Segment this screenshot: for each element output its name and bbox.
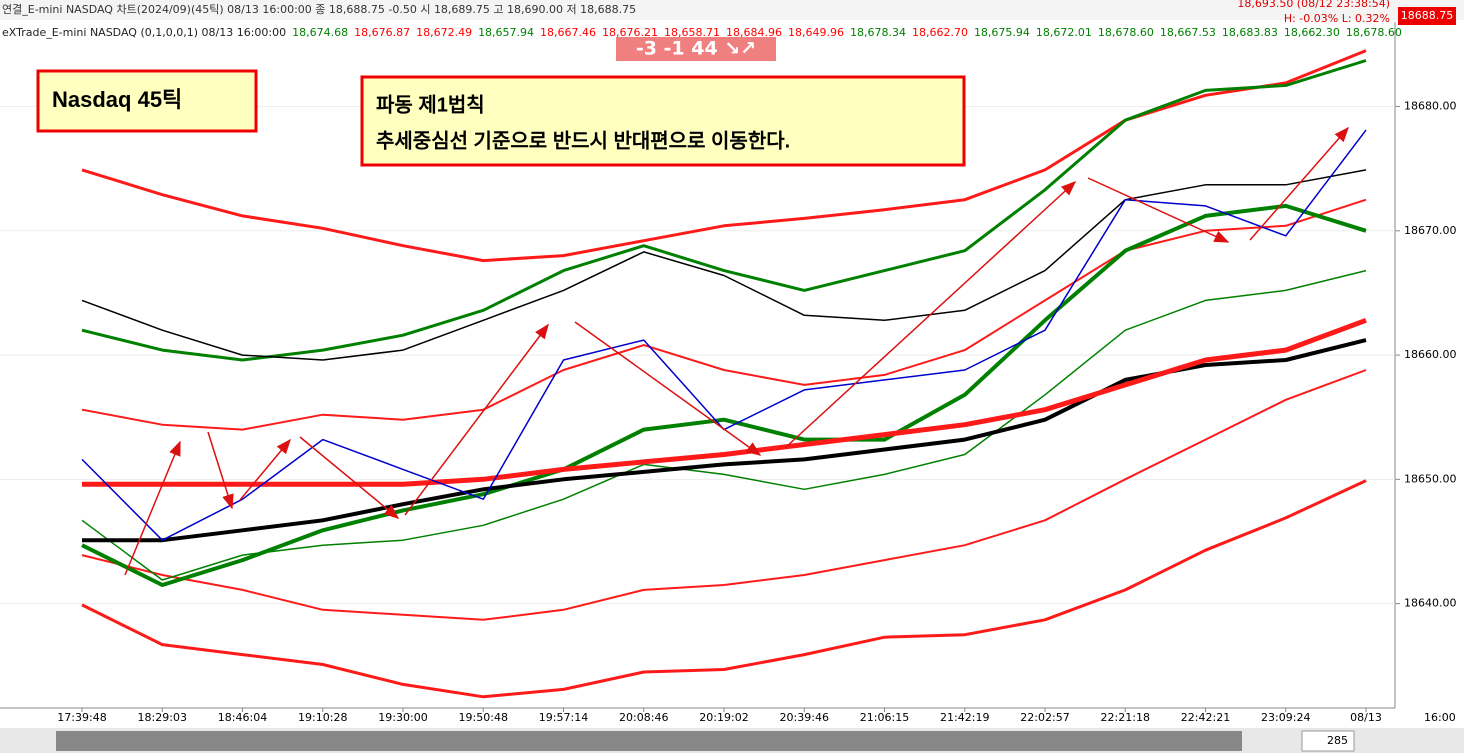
plot xyxy=(0,49,1395,699)
x-tick-label: 18:29:03 xyxy=(138,711,187,724)
study-value: 18,683.83 xyxy=(1222,26,1278,39)
rule-box xyxy=(360,75,966,167)
x-tick-label: 22:42:21 xyxy=(1181,711,1230,724)
study-value: 18,672.01 xyxy=(1036,26,1092,39)
x-tick-label: 21:06:15 xyxy=(860,711,909,724)
x-tick-label: 23:09:24 xyxy=(1261,711,1310,724)
x-tick-label: 20:39:46 xyxy=(780,711,829,724)
series-line xyxy=(81,203,1367,587)
badge-bg xyxy=(616,37,776,61)
study-value: 18,678.34 xyxy=(850,26,906,39)
last-price: 18688.75 xyxy=(1401,9,1454,22)
study-value: 18,674.68 xyxy=(292,26,348,39)
rule-text: 추세중심선 기준으로 반드시 반대편으로 이동한다. xyxy=(376,129,790,152)
arrow xyxy=(404,323,549,516)
arrow xyxy=(1087,177,1230,243)
x-tick-label: 08/13 xyxy=(1350,711,1382,724)
study-value: 18,662.70 xyxy=(912,26,968,39)
study-value: 18,672.49 xyxy=(416,26,472,39)
x-tick-label: 22:21:18 xyxy=(1101,711,1150,724)
x-tick-label: 19:57:14 xyxy=(539,711,588,724)
y-tick-label: 18660.00 xyxy=(1404,348,1457,361)
label-box xyxy=(36,69,258,133)
study-header: eXTrade_E-mini NASDAQ (0,1,0,0,1) 08/13 … xyxy=(2,26,286,39)
arrow xyxy=(299,436,400,519)
series-line xyxy=(81,269,1367,581)
study-value: 18,657.94 xyxy=(478,26,534,39)
arrow xyxy=(574,321,762,456)
series-line xyxy=(81,59,1367,362)
badge: -3 -1 44 ↘↗ xyxy=(636,38,756,60)
count-box[interactable] xyxy=(1301,730,1355,752)
series-line xyxy=(81,369,1367,621)
info-text: 연결_E-mini NASDAQ 차트(2024/09)(45틱) 08/13 … xyxy=(2,3,636,16)
y-tick-label: 18680.00 xyxy=(1404,100,1457,113)
rule-title: 파동 제1법칙 xyxy=(376,93,485,116)
time-label: 16:00 xyxy=(1424,711,1456,724)
series-line xyxy=(81,169,1367,361)
y-tick-label: 18670.00 xyxy=(1404,224,1457,237)
range-info: H: -0.03% L: 0.32% xyxy=(1284,12,1390,25)
x-tick-label: 19:50:48 xyxy=(459,711,508,724)
study-value: 18,678.60 xyxy=(1098,26,1154,39)
arrow xyxy=(1249,126,1349,241)
arrow xyxy=(207,431,234,510)
series-line xyxy=(81,49,1367,263)
price-tag xyxy=(1398,7,1456,25)
study-value: 18,675.94 xyxy=(974,26,1030,39)
label: Nasdaq 45틱 xyxy=(52,87,182,112)
count: 285 xyxy=(1327,734,1348,747)
study-value: 18,684.96 xyxy=(726,26,782,39)
arrow xyxy=(239,438,291,501)
study-value: 18,649.96 xyxy=(788,26,844,39)
study-value: 18,667.46 xyxy=(540,26,596,39)
x-tick-label: 20:19:02 xyxy=(699,711,748,724)
study-value: 18,676.87 xyxy=(354,26,410,39)
y-tick-label: 18640.00 xyxy=(1404,597,1457,610)
series-line xyxy=(81,479,1367,699)
x-tick-label: 18:46:04 xyxy=(218,711,267,724)
x-tick-label: 17:39:48 xyxy=(57,711,106,724)
arrows xyxy=(124,126,1349,576)
x-tick-label: 21:42:19 xyxy=(940,711,989,724)
x-tick-label: 22:02:57 xyxy=(1020,711,1069,724)
x-tick-label: 19:30:00 xyxy=(378,711,427,724)
study-value: 18,676.21 xyxy=(602,26,658,39)
x-tick-label: 19:10:28 xyxy=(298,711,347,724)
series-line xyxy=(81,198,1367,431)
info-bar xyxy=(0,0,1464,20)
study-value: 18,667.53 xyxy=(1160,26,1216,39)
x-tick-label: 20:08:46 xyxy=(619,711,668,724)
high-info: 18,693.50 (08/12 23:38:54) xyxy=(1237,0,1390,10)
study-value: 18,662.30 xyxy=(1284,26,1340,39)
y-tick-label: 18650.00 xyxy=(1404,472,1457,485)
scroll-thumb[interactable] xyxy=(56,731,1242,751)
arrow xyxy=(124,440,181,576)
study-value: 18,678.60 xyxy=(1346,26,1402,39)
study-value: 18,658.71 xyxy=(664,26,720,39)
arrow xyxy=(784,180,1077,449)
series-line xyxy=(82,317,1367,487)
